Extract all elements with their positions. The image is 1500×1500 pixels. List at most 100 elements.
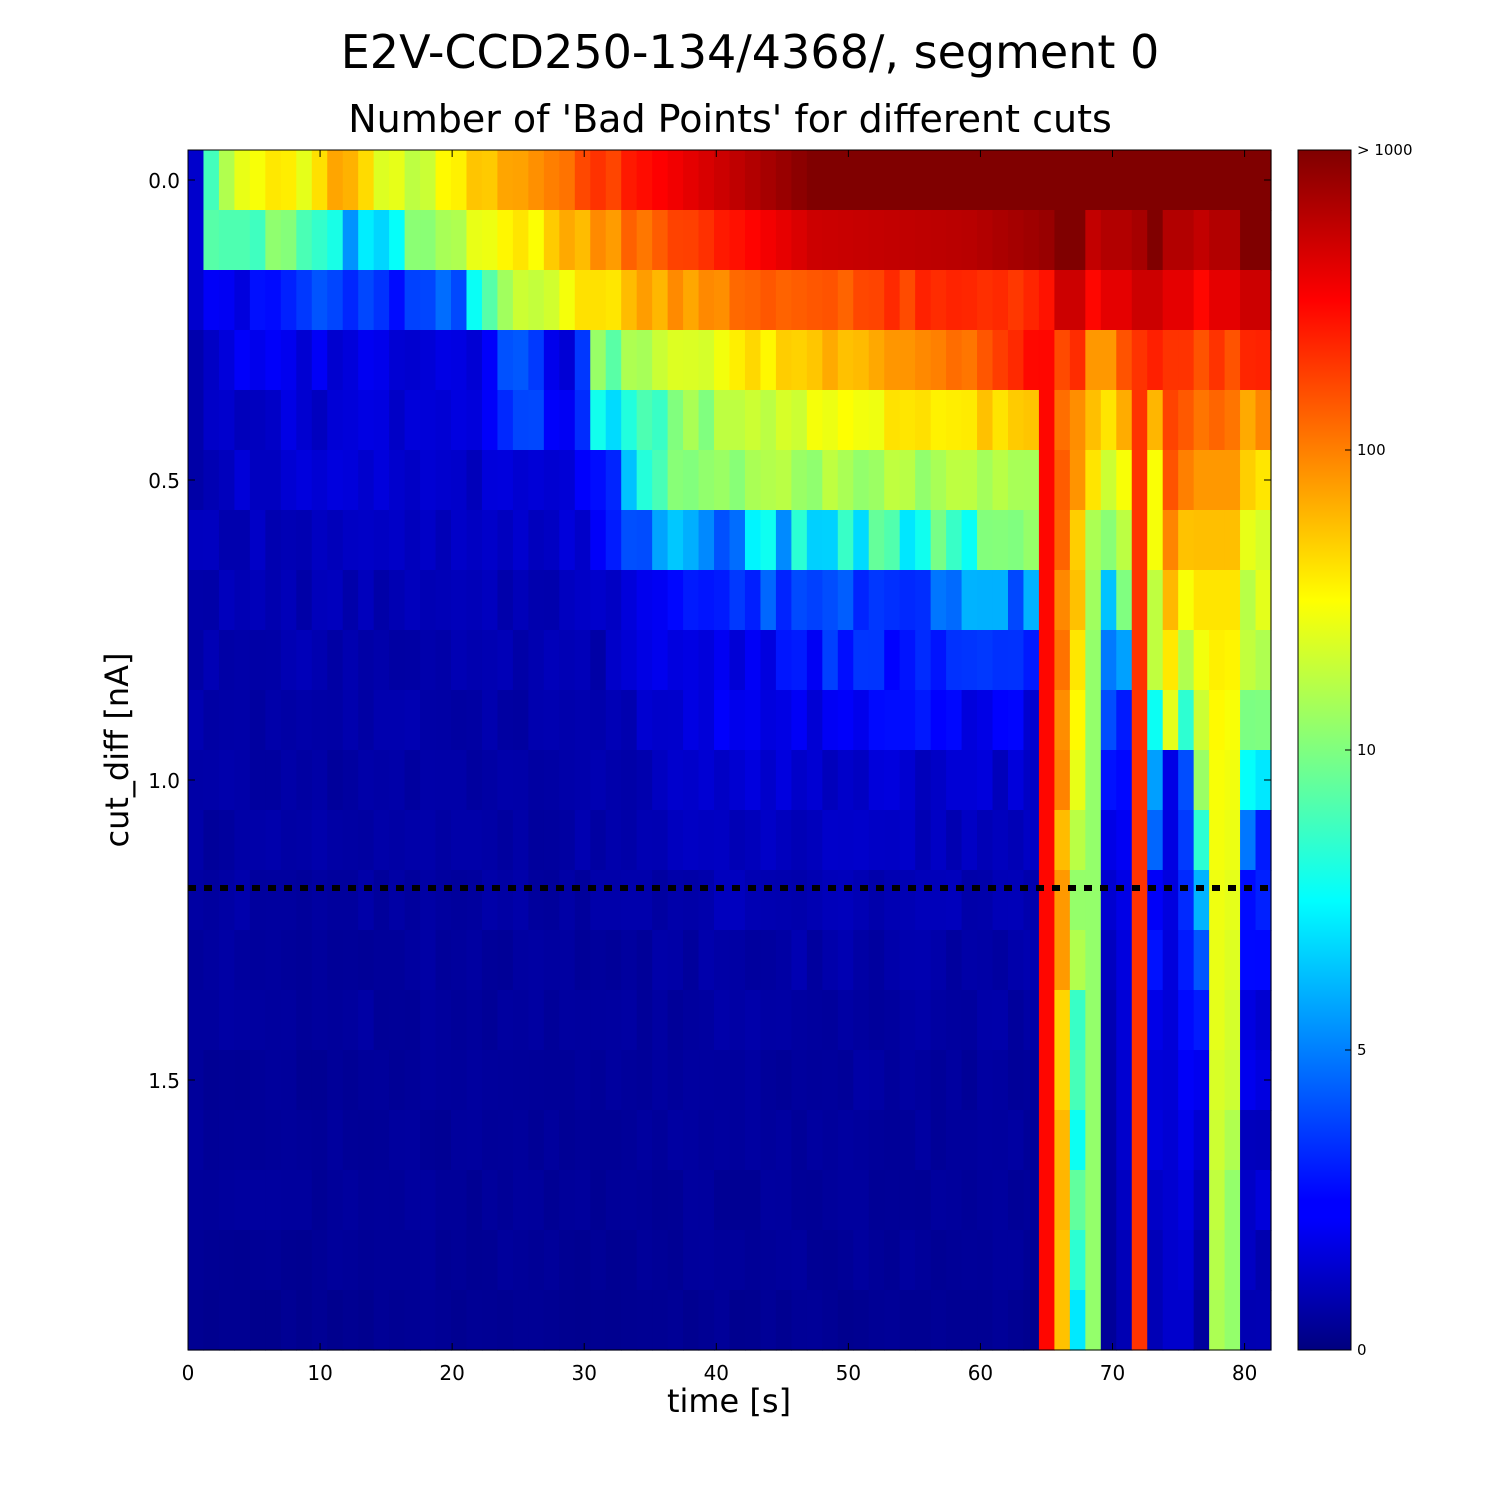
heatmap-cell — [961, 1170, 978, 1231]
heatmap-cell — [1038, 450, 1055, 511]
heatmap-cell — [775, 630, 792, 691]
heatmap-cell — [1147, 1110, 1164, 1171]
heatmap-cell — [1193, 1230, 1210, 1291]
heatmap-cell — [481, 270, 499, 331]
x-tick-label: 30 — [571, 1361, 596, 1385]
heatmap-cell — [729, 330, 746, 391]
heatmap-cell — [342, 750, 359, 811]
heatmap-cell — [683, 150, 700, 211]
heatmap-cell — [1100, 990, 1117, 1051]
heatmap-cell — [775, 930, 792, 991]
heatmap-cell — [481, 810, 499, 871]
heatmap-cell — [249, 450, 266, 511]
heatmap-cell — [621, 810, 638, 871]
heatmap-cell — [698, 990, 715, 1051]
heatmap-cell — [528, 150, 545, 211]
heatmap-cell — [1069, 810, 1086, 871]
heatmap-cell — [621, 990, 638, 1051]
heatmap-cell — [744, 270, 762, 331]
heatmap-cell — [1147, 150, 1164, 211]
heatmap-cell — [1038, 330, 1055, 391]
heatmap-cell — [1116, 150, 1133, 211]
heatmap-cell — [435, 450, 452, 511]
heatmap-cell — [188, 450, 205, 511]
colorbar-tick-label: 100 — [1357, 441, 1386, 459]
heatmap-cell — [868, 210, 885, 271]
heatmap-cell — [249, 330, 266, 391]
heatmap-cell — [868, 630, 885, 691]
heatmap-cell — [683, 1290, 700, 1351]
heatmap-cell — [961, 210, 978, 271]
heatmap-cell — [373, 210, 390, 271]
heatmap-cell — [435, 1110, 452, 1171]
heatmap-cell — [1007, 330, 1025, 391]
heatmap-cell — [667, 870, 684, 931]
heatmap-cell — [1224, 1050, 1241, 1111]
heatmap-cell — [1162, 870, 1179, 931]
heatmap-cell — [636, 150, 653, 211]
heatmap-cell — [543, 450, 560, 511]
heatmap-cell — [1069, 270, 1086, 331]
heatmap-cell — [234, 630, 251, 691]
heatmap-cell — [729, 450, 746, 511]
heatmap-cell — [946, 930, 963, 991]
heatmap-cell — [822, 510, 839, 571]
heatmap-cell — [1193, 510, 1210, 571]
heatmap-cell — [714, 1110, 731, 1171]
heatmap-cell — [946, 690, 963, 751]
heatmap-cell — [203, 390, 220, 451]
heatmap-cell — [822, 1170, 839, 1231]
heatmap-cell — [512, 450, 529, 511]
heatmap-cell — [1069, 990, 1086, 1051]
heatmap-cell — [249, 810, 266, 871]
heatmap-cell — [234, 1290, 251, 1351]
heatmap-cell — [1100, 630, 1117, 691]
heatmap-cell — [512, 1290, 529, 1351]
heatmap-cell — [698, 930, 715, 991]
heatmap-cell — [698, 1110, 715, 1171]
heatmap-cell — [1116, 930, 1133, 991]
heatmap-cell — [435, 150, 452, 211]
heatmap-cell — [296, 810, 313, 871]
heatmap-cell — [683, 450, 700, 511]
heatmap-cell — [311, 690, 328, 751]
heatmap-cell — [667, 390, 684, 451]
heatmap-cell — [327, 870, 344, 931]
heatmap-cell — [1116, 810, 1133, 871]
heatmap-cell — [1224, 390, 1241, 451]
heatmap-cell — [1116, 630, 1133, 691]
heatmap-cell — [806, 1290, 823, 1351]
heatmap-cell — [837, 930, 854, 991]
heatmap-cell — [1023, 990, 1040, 1051]
y-axis-label: cut_diff [nA] — [98, 653, 136, 848]
heatmap-cell — [203, 1110, 220, 1171]
heatmap-cell — [605, 870, 622, 931]
heatmap-cell — [652, 210, 669, 271]
heatmap-cell — [992, 750, 1009, 811]
heatmap-cell — [404, 1170, 421, 1231]
heatmap-cell — [543, 1230, 560, 1291]
heatmap-cell — [806, 870, 823, 931]
heatmap-cell — [1209, 570, 1226, 631]
heatmap-cell — [1054, 1290, 1071, 1351]
heatmap-cell — [265, 1290, 282, 1351]
heatmap-cell — [806, 270, 823, 331]
heatmap-cell — [667, 810, 684, 871]
heatmap-cell — [234, 390, 251, 451]
heatmap-cell — [512, 570, 529, 631]
heatmap-cell — [590, 210, 607, 271]
heatmap-cell — [884, 330, 901, 391]
heatmap-cell — [977, 1050, 994, 1111]
heatmap-cell — [203, 150, 220, 211]
heatmap-cell — [1069, 1290, 1086, 1351]
heatmap-cell — [946, 150, 963, 211]
x-tick-label: 40 — [704, 1361, 729, 1385]
heatmap-cell — [1224, 450, 1241, 511]
heatmap-cell — [1162, 570, 1179, 631]
heatmap-cell — [744, 870, 762, 931]
heatmap-cell — [574, 510, 591, 571]
heatmap-cell — [311, 930, 328, 991]
heatmap-cell — [1240, 1230, 1257, 1291]
heatmap-cell — [822, 1050, 839, 1111]
x-tick-label: 60 — [968, 1361, 993, 1385]
